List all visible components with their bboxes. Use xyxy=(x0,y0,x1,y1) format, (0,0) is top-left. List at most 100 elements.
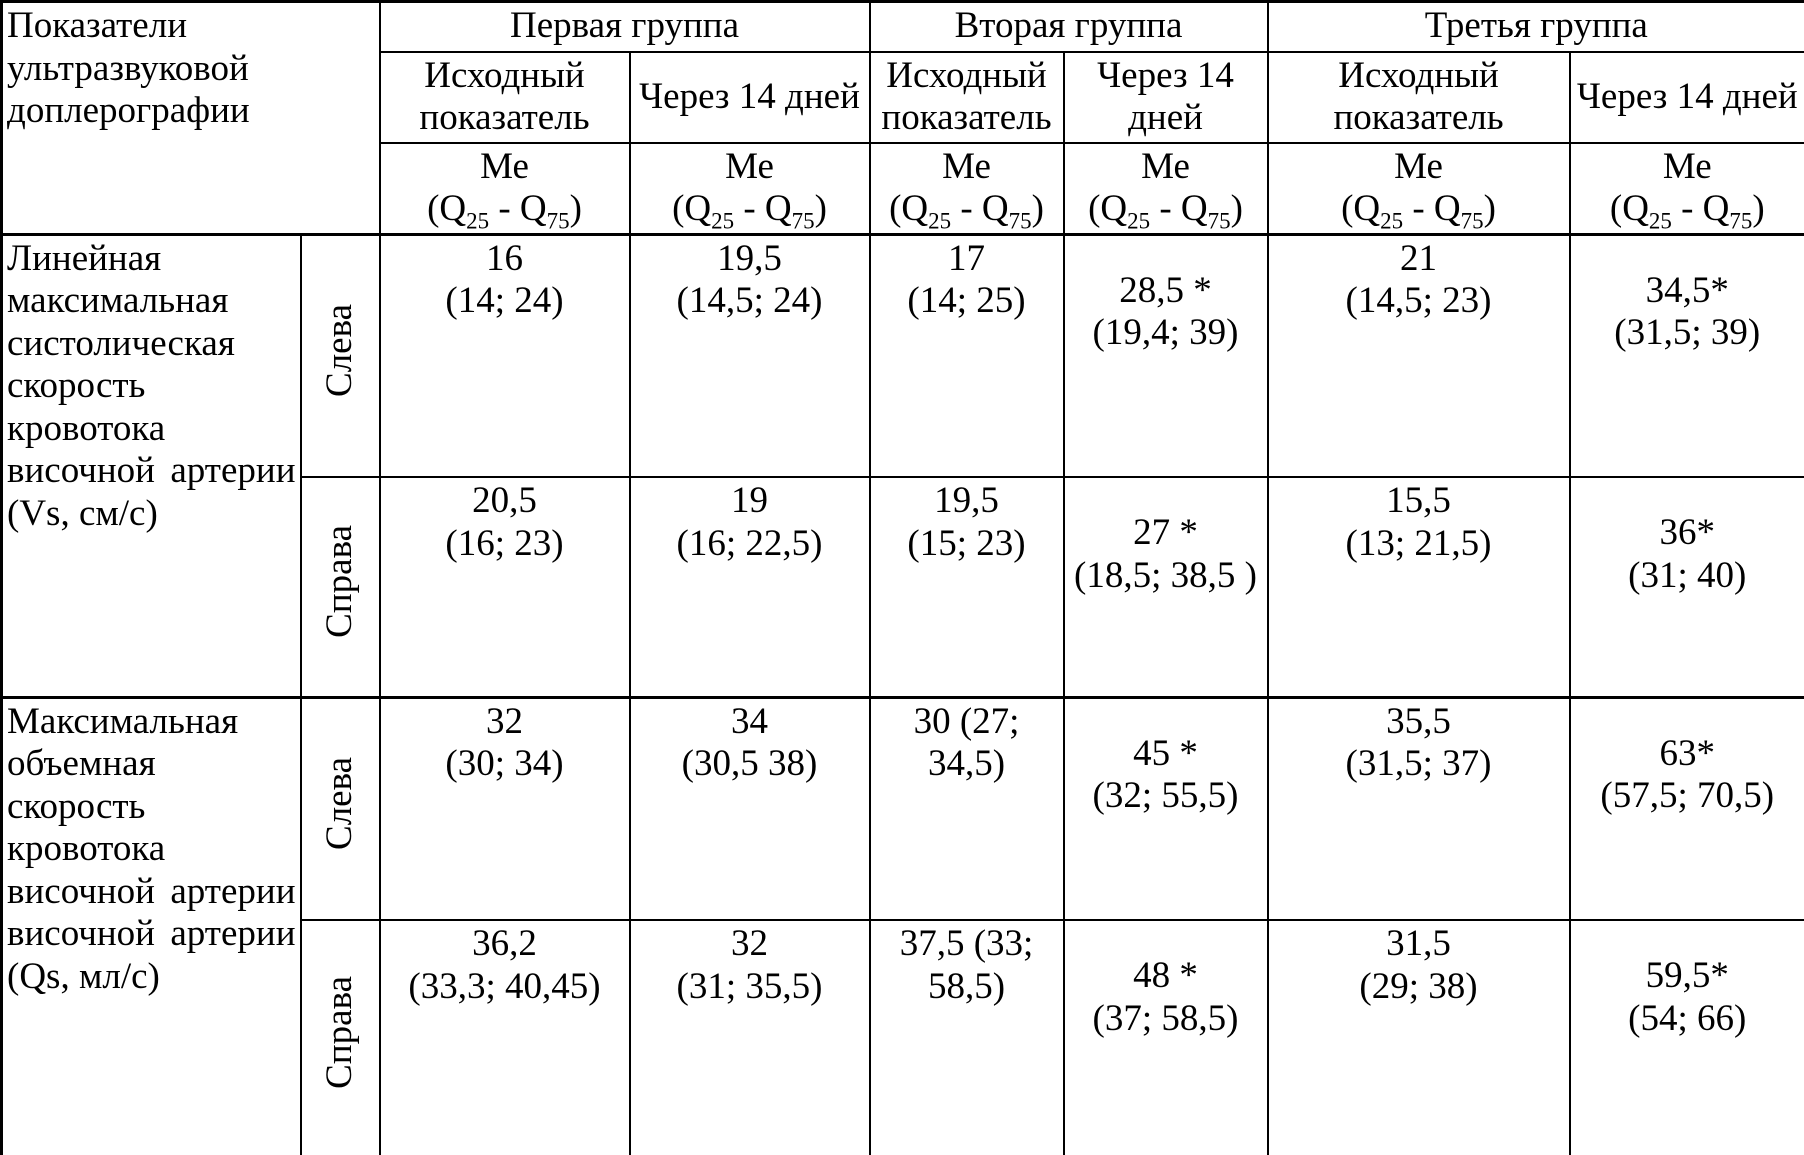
quartile-header: (Q25 - Q75) xyxy=(1609,188,1765,234)
quartile-range: (31,5; 37) xyxy=(1345,743,1492,785)
data-cell-significant: 63* (57,5; 70,5) xyxy=(1568,695,1804,922)
group-header-1: Первая группа xyxy=(378,0,871,53)
median-value: 27 * xyxy=(1133,512,1198,554)
data-cell: 20,5 (16; 23) xyxy=(378,476,631,699)
quartile-header: (Q25 - Q75) xyxy=(1088,188,1243,234)
median-value: 28,5 * xyxy=(1119,269,1212,311)
stat-header-g2-baseline: Ме (Q25 - Q75) xyxy=(868,141,1065,236)
subheader-followup-g3: Через 14 дней xyxy=(1568,50,1804,144)
quartile-header: (Q25 - Q75) xyxy=(1341,188,1496,234)
quartile-range: (14; 25) xyxy=(907,280,1026,322)
data-cell: 19,5 (15; 23) xyxy=(868,476,1065,699)
data-cell: 17 (14; 25) xyxy=(868,232,1065,479)
data-cell: 15,5 (13; 21,5) xyxy=(1266,476,1571,699)
quartile-range: (15; 23) xyxy=(907,522,1026,564)
stat-header-g3-followup: Ме (Q25 - Q75) xyxy=(1568,141,1804,236)
side-label-right: Справа xyxy=(299,919,381,1155)
quartile-range: (14; 24) xyxy=(445,280,564,322)
median-value: 20,5 xyxy=(472,480,537,522)
table-row-vs-left: Линейная максимальная систолическая скор… xyxy=(0,232,1804,699)
group-header-2: Вторая группа xyxy=(868,0,1269,53)
quartile-range: (30,5 38) xyxy=(681,743,818,785)
stat-header-g2-followup: Ме (Q25 - Q75) xyxy=(1062,141,1269,236)
median-value: 31,5 xyxy=(1386,923,1451,965)
median-value: 35,5 xyxy=(1386,700,1451,742)
median-value: 34,5* xyxy=(1645,269,1729,311)
median-value: 34 xyxy=(731,700,768,742)
median-value: 19 xyxy=(731,480,768,522)
side-label-right: Справа xyxy=(299,476,381,699)
data-cell: 32 (30; 34) xyxy=(378,695,631,922)
table-row-qs-left: Максимальная объемная скорость кровотока… xyxy=(0,695,1804,1155)
quartile-range: (29; 38) xyxy=(1359,965,1478,1007)
median-label: Ме xyxy=(1141,145,1190,187)
quartile-range: (16; 22,5) xyxy=(676,522,823,564)
quartile-range: (32; 55,5) xyxy=(1092,775,1239,817)
data-cell-significant: 45 * (32; 55,5) xyxy=(1062,695,1269,922)
quartile-header: (Q25 - Q75) xyxy=(427,188,582,234)
quartile-range: (13; 21,5) xyxy=(1345,522,1492,564)
quartile-range: 58,5) xyxy=(927,965,1006,1007)
corner-header-cell: Показатели ультразвуковой доплерографии xyxy=(0,0,381,236)
quartile-range: (31,5; 39) xyxy=(1614,312,1761,354)
side-label-text: Слева xyxy=(318,304,360,398)
subheader-row: Исходный показатель Через 14 дней Исходн… xyxy=(2,50,1804,144)
stat-header-g3-baseline: Ме (Q25 - Q75) xyxy=(1266,141,1571,236)
data-cell: 35,5 (31,5; 37) xyxy=(1266,695,1571,922)
group-header-row: Показатели ультразвуковой доплерографии … xyxy=(0,0,1804,236)
median-label: Ме xyxy=(480,145,529,187)
subheader-followup-g1: Через 14 дней xyxy=(628,50,871,144)
section-label-vs: Линейная максимальная систолическая скор… xyxy=(0,232,302,699)
data-cell-significant: 48 * (37; 58,5) xyxy=(1062,919,1269,1155)
side-label-left: Слева xyxy=(299,695,381,922)
median-value: 59,5* xyxy=(1645,955,1729,997)
quartile-range: (30; 34) xyxy=(445,743,564,785)
quartile-range: 34,5) xyxy=(927,743,1006,785)
quartile-range: (54; 66) xyxy=(1628,997,1747,1039)
quartile-range: (18,5; 38,5 ) xyxy=(1074,554,1257,596)
subheader-baseline-g1: Исходный показатель xyxy=(378,50,631,144)
median-value: 48 * xyxy=(1133,955,1198,997)
data-cell: 34 (30,5 38) xyxy=(628,695,871,922)
data-cell: 30 (27; 34,5) xyxy=(868,695,1065,922)
data-cell-significant: 28,5 * (19,4; 39) xyxy=(1062,232,1269,479)
data-cell: 32 (31; 35,5) xyxy=(628,919,871,1155)
median-label: Ме xyxy=(942,145,991,187)
data-cell-significant: 27 * (18,5; 38,5 ) xyxy=(1062,476,1269,699)
median-value: 36,2 xyxy=(472,923,537,965)
table-row-vs-right: Справа 20,5 (16; 23) 19 (16; 22,5) 19,5 … xyxy=(2,476,1804,699)
quartile-range: (31; 35,5) xyxy=(676,965,823,1007)
median-value: 21 xyxy=(1400,237,1438,279)
stat-header-row: Ме (Q25 - Q75) Ме (Q25 - Q75) Ме (Q25 - … xyxy=(2,141,1804,236)
side-label-text: Справа xyxy=(318,525,360,639)
median-value: 45 * xyxy=(1133,732,1198,774)
section-label-qs: Максимальная объемная скорость кровотока… xyxy=(0,695,302,1155)
stat-header-g1-followup: Ме (Q25 - Q75) xyxy=(628,141,871,236)
median-value: 15,5 xyxy=(1386,480,1451,522)
data-cell: 16 (14; 24) xyxy=(378,232,631,479)
data-cell-significant: 34,5* (31,5; 39) xyxy=(1568,232,1804,479)
data-cell-significant: 59,5* (54; 66) xyxy=(1568,919,1804,1155)
side-label-text: Справа xyxy=(318,976,360,1090)
data-cell: 19 (16; 22,5) xyxy=(628,476,871,699)
median-value: 32 xyxy=(731,923,768,965)
median-value: 30 (27; xyxy=(913,700,1020,742)
quartile-range: (57,5; 70,5) xyxy=(1600,775,1775,817)
side-label-left: Слева xyxy=(299,232,381,479)
data-cell: 36,2 (33,3; 40,45) xyxy=(378,919,631,1155)
quartile-range: (14,5; 23) xyxy=(1345,280,1492,322)
quartile-range: (16; 23) xyxy=(445,522,564,564)
median-value: 63* xyxy=(1659,732,1716,774)
median-value: 19,5 xyxy=(934,480,999,522)
stat-header-g1-baseline: Ме (Q25 - Q75) xyxy=(378,141,631,236)
data-cell: 21 (14,5; 23) xyxy=(1266,232,1571,479)
subheader-baseline-g3: Исходный показатель xyxy=(1266,50,1571,144)
median-value: 16 xyxy=(486,237,523,279)
quartile-range: (31; 40) xyxy=(1628,554,1747,596)
median-value: 36* xyxy=(1659,512,1716,554)
data-cell-significant: 36* (31; 40) xyxy=(1568,476,1804,699)
quartile-header: (Q25 - Q75) xyxy=(672,188,827,234)
data-cell: 31,5 (29; 38) xyxy=(1266,919,1571,1155)
data-cell: 19,5 (14,5; 24) xyxy=(628,232,871,479)
